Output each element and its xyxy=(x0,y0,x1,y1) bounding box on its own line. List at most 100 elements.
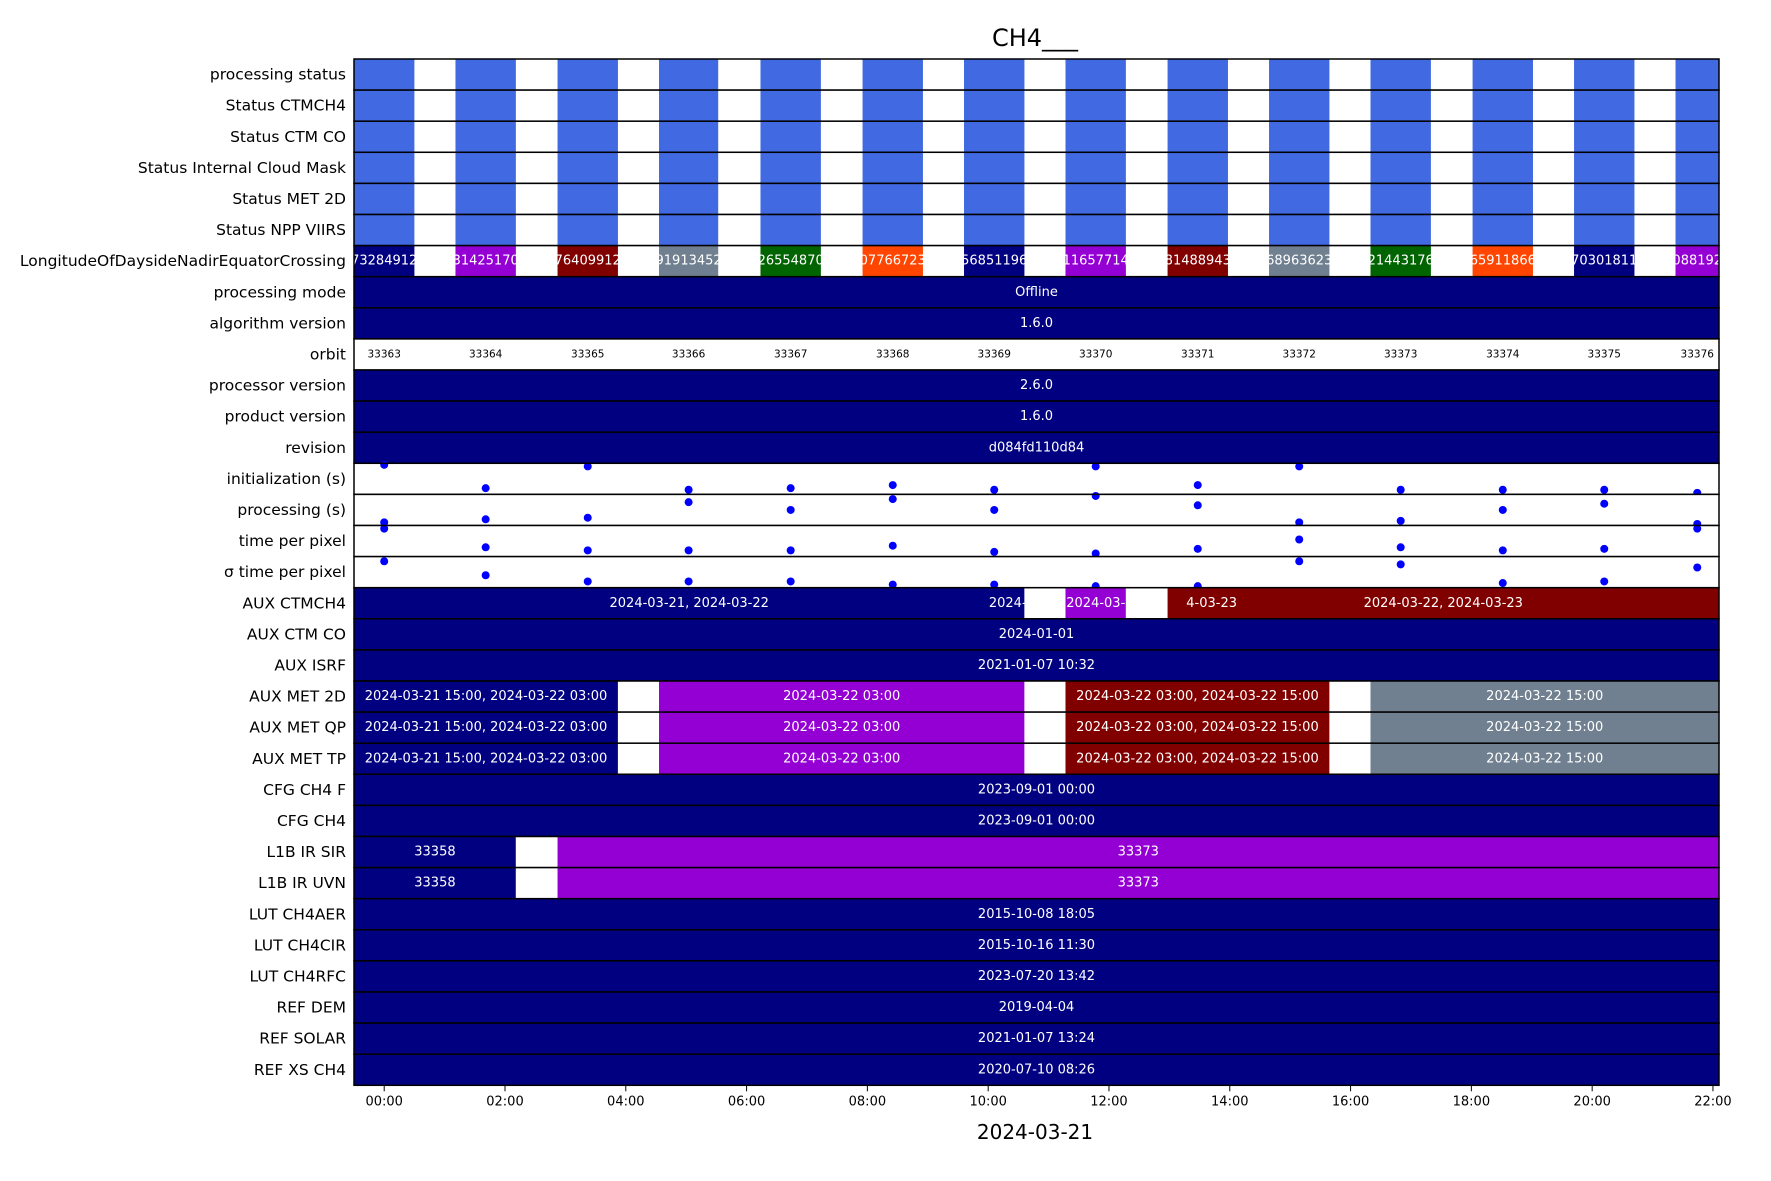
orbit-bar xyxy=(964,152,1025,184)
timeline-segment xyxy=(354,618,1719,650)
data-point xyxy=(1193,544,1202,553)
timeline-segment xyxy=(354,1054,1719,1086)
longitude-bar xyxy=(455,245,516,277)
data-point xyxy=(888,495,897,504)
timeline-segment xyxy=(354,960,1719,992)
chart-title: CH4___ xyxy=(992,24,1079,52)
row-time-per-pixel: time per pixel xyxy=(239,524,1720,558)
orbit-bar xyxy=(455,152,516,184)
timeline-segment xyxy=(354,649,1719,681)
segment-label: 2021-01-07 10:32 xyxy=(978,658,1095,673)
segment-label: 2024-03-22 03:00 xyxy=(783,689,900,704)
longitude-value: 65911866 xyxy=(1470,254,1536,269)
orbit-bar xyxy=(1065,59,1126,91)
row-label: LUT CH4AER xyxy=(249,905,346,923)
row-aux-ctmch4: 2024-03-21, 2024-03-22 2024-03-22, 2024-0… xyxy=(243,586,1720,620)
longitude-value: 73284912 xyxy=(351,254,417,269)
data-point xyxy=(786,484,795,493)
orbit-bar xyxy=(1675,90,1719,122)
longitude-bar xyxy=(659,245,719,277)
orbit-number: 33370 xyxy=(1079,348,1112,360)
data-point xyxy=(1600,485,1609,494)
row-lut-ch4rfc: 2023-07-20 13:42 LUT CH4RFC xyxy=(250,960,1720,993)
orbit-bar xyxy=(1370,183,1431,215)
timeline-segment xyxy=(1329,681,1371,713)
row-background xyxy=(354,463,1719,495)
row-ref-xs-ch4: 2020-07-10 08:26 REF XS CH4 xyxy=(254,1053,1720,1087)
orbit-bar xyxy=(1472,90,1533,122)
segment-label: 33358 xyxy=(414,876,455,891)
longitude-bar xyxy=(557,245,618,277)
timeline-segment xyxy=(659,743,1025,775)
orbit-number: 33373 xyxy=(1384,348,1417,360)
segment-label: 2015-10-08 18:05 xyxy=(978,907,1095,922)
segment-label: 2023-09-01 00:00 xyxy=(978,813,1095,828)
row-label: AUX ISRF xyxy=(274,656,346,674)
x-tick-label: 16:00 xyxy=(1332,1094,1369,1109)
data-point xyxy=(786,577,795,586)
row-status-internal-cloud-mask: Status Internal Cloud Mask xyxy=(138,151,1720,185)
segment-label: 2024-03-22 03:00, 2024-03-22 15:00 xyxy=(1076,689,1319,704)
longitude-value: 07766723 xyxy=(860,254,926,269)
row-l1b-ir-uvn: 33358 33373 L1B IR UVN xyxy=(258,866,1720,900)
segment-label: 2024-01-01 xyxy=(999,627,1075,642)
orbit-bar xyxy=(557,90,618,122)
data-point xyxy=(888,481,897,490)
segment-label: 33373 xyxy=(1118,876,1159,891)
segment-label: 33373 xyxy=(1118,845,1159,860)
orbit-bar xyxy=(659,214,719,246)
longitude-value: 91913452 xyxy=(656,254,722,269)
data-point xyxy=(684,546,693,555)
timeline-segment xyxy=(1329,712,1371,744)
longitude-value: 70301811 xyxy=(1571,254,1637,269)
x-tick-label: 00:00 xyxy=(365,1094,402,1109)
orbit-bar xyxy=(964,90,1025,122)
segment-overflow-label: 4-03-23 xyxy=(1186,596,1237,611)
row-processing-mode: Offline processing mode xyxy=(214,275,1720,309)
timeline-segment xyxy=(354,898,1719,930)
orbit-bar xyxy=(1574,121,1635,153)
row-label: LUT CH4RFC xyxy=(250,967,346,985)
row-label: L1B IR UVN xyxy=(258,874,346,892)
row-processing-s-: processing (s) xyxy=(237,491,1720,528)
row--time-per-pixel: σ time per pixel xyxy=(224,555,1720,591)
x-tick-label: 12:00 xyxy=(1090,1094,1127,1109)
orbit-bar xyxy=(354,121,415,153)
row-product-version: 1.6.0 product version xyxy=(225,400,1720,433)
row-label: REF DEM xyxy=(276,999,346,1017)
timeline-segment xyxy=(617,712,660,744)
row-label: processing mode xyxy=(214,283,346,301)
row-processing-status: processing status xyxy=(210,58,1720,91)
orbit-bar xyxy=(1370,152,1431,184)
data-point xyxy=(990,580,999,589)
orbit-bar xyxy=(1065,214,1126,246)
orbit-bar xyxy=(1472,183,1533,215)
data-point xyxy=(888,580,897,589)
longitude-value: 21443176 xyxy=(1368,254,1434,269)
orbit-bar xyxy=(1065,90,1126,122)
row-aux-met-qp: 2024-03-21 15:00, 2024-03-22 03:00 2024-0… xyxy=(249,711,1720,744)
orbit-bar xyxy=(1472,152,1533,184)
orbit-bar xyxy=(1574,90,1635,122)
orbit-bar xyxy=(1167,59,1228,91)
segment-label: 2024-03-22 15:00 xyxy=(1486,689,1603,704)
orbit-bar xyxy=(557,152,618,184)
orbit-bar xyxy=(1370,59,1431,91)
orbit-bar xyxy=(862,183,923,215)
row-label: LongitudeOfDaysideNadirEquatorCrossing xyxy=(20,252,346,270)
orbit-bar xyxy=(354,214,415,246)
orbit-bar xyxy=(354,152,415,184)
row-lut-ch4aer: 2015-10-08 18:05 LUT CH4AER xyxy=(249,897,1720,931)
timeline-segment xyxy=(1370,743,1719,775)
row-status-met-2d: Status MET 2D xyxy=(232,182,1720,216)
data-point xyxy=(1295,557,1304,566)
timeline-segment xyxy=(354,836,516,868)
data-point xyxy=(1600,577,1609,586)
row-cfg-ch4-f: 2023-09-01 00:00 CFG CH4 F xyxy=(263,773,1720,807)
orbit-bar xyxy=(1472,59,1533,91)
row-label: AUX MET TP xyxy=(252,750,346,768)
orbit-bar xyxy=(1167,90,1228,122)
timeline-segment xyxy=(1329,743,1371,775)
segment-label: 1.6.0 xyxy=(1020,316,1053,331)
orbit-bar xyxy=(964,59,1025,91)
